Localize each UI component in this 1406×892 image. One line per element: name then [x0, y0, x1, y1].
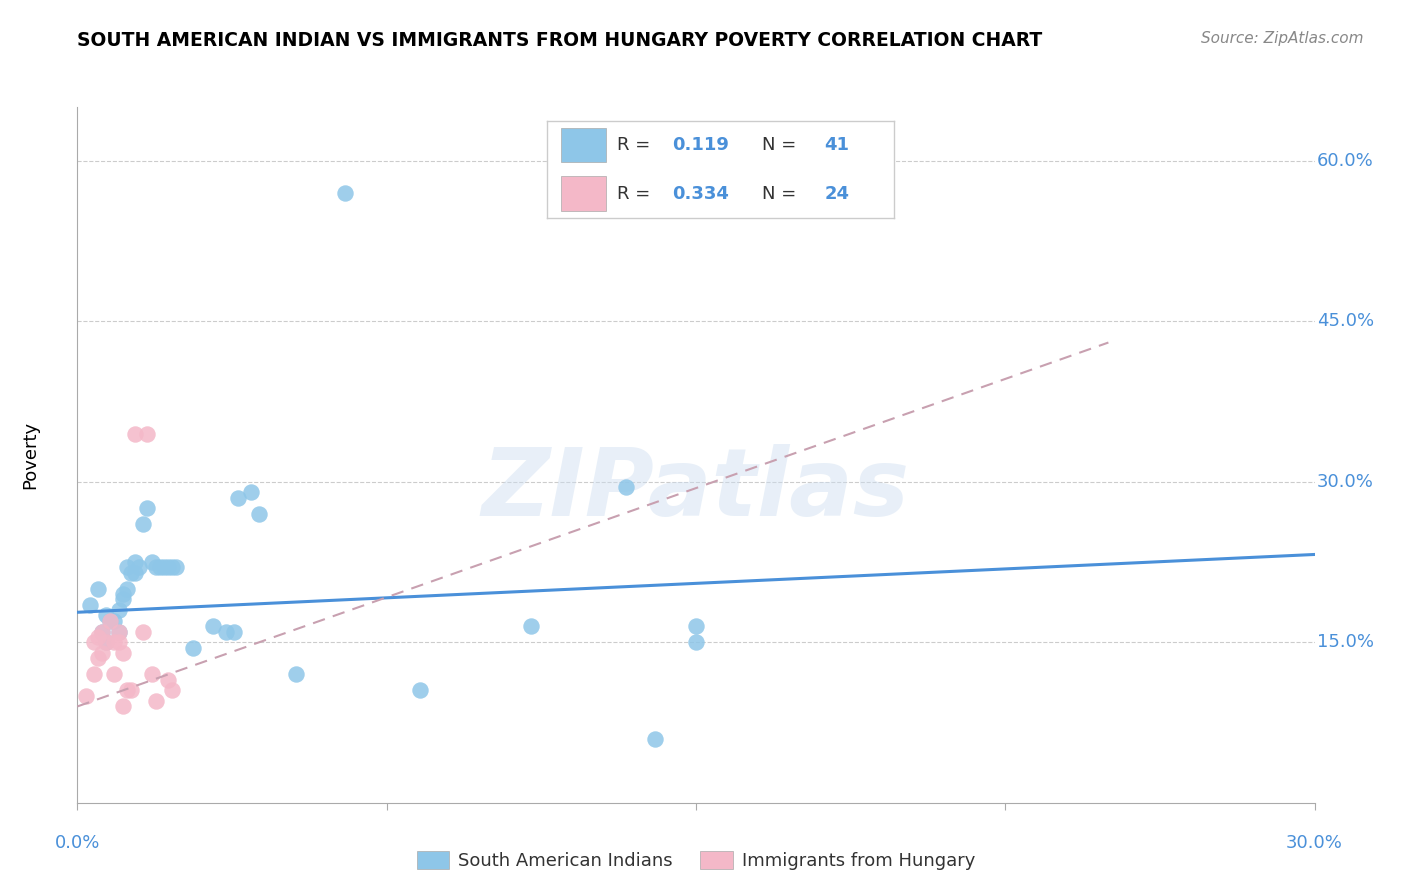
Point [239, 485, 262, 500]
Point [91, 646, 114, 660]
Point [165, 560, 187, 574]
Point [98, 614, 121, 628]
Point [87, 582, 110, 596]
Point [103, 667, 125, 681]
Point [107, 635, 129, 649]
Point [120, 683, 142, 698]
Point [111, 699, 134, 714]
Point [141, 555, 163, 569]
Point [115, 683, 138, 698]
Text: 0.0%: 0.0% [55, 834, 100, 852]
Text: N =: N = [762, 185, 803, 203]
Point [111, 587, 134, 601]
Point [335, 186, 357, 200]
Point [87, 651, 110, 665]
Text: 45.0%: 45.0% [1317, 312, 1374, 330]
Point [128, 560, 150, 574]
Point [247, 507, 270, 521]
Point [111, 646, 134, 660]
Point [107, 624, 129, 639]
Point [83, 635, 105, 649]
Text: 60.0%: 60.0% [1317, 152, 1374, 169]
Text: 24: 24 [825, 185, 849, 203]
Text: N =: N = [762, 136, 803, 154]
Legend: South American Indians, Immigrants from Hungary: South American Indians, Immigrants from … [409, 844, 983, 877]
Point [614, 480, 637, 494]
Text: 15.0%: 15.0% [1317, 633, 1374, 651]
Point [145, 694, 167, 708]
Point [157, 673, 180, 687]
Point [124, 566, 146, 580]
Point [83, 667, 105, 681]
Point [141, 667, 163, 681]
Point [215, 624, 238, 639]
Point [91, 624, 114, 639]
Text: 30.0%: 30.0% [1286, 834, 1343, 852]
Point [644, 731, 666, 746]
Point [107, 624, 129, 639]
Point [103, 635, 125, 649]
Point [96, 635, 118, 649]
Point [96, 608, 118, 623]
Point [160, 683, 183, 698]
Bar [561, 128, 606, 161]
Point [153, 560, 176, 574]
Point [520, 619, 543, 633]
Point [160, 560, 183, 574]
Point [79, 598, 101, 612]
Text: Poverty: Poverty [21, 421, 39, 489]
Point [202, 619, 225, 633]
Point [226, 491, 249, 505]
Text: 30.0%: 30.0% [1317, 473, 1374, 491]
Point [685, 635, 707, 649]
Point [107, 603, 129, 617]
Point [115, 582, 138, 596]
Point [98, 614, 121, 628]
Text: 0.334: 0.334 [672, 185, 730, 203]
Text: R =: R = [617, 185, 655, 203]
Point [132, 624, 155, 639]
Point [124, 426, 146, 441]
Text: 0.119: 0.119 [672, 136, 730, 154]
Text: 41: 41 [825, 136, 849, 154]
Point [87, 630, 110, 644]
Point [132, 517, 155, 532]
Text: SOUTH AMERICAN INDIAN VS IMMIGRANTS FROM HUNGARY POVERTY CORRELATION CHART: SOUTH AMERICAN INDIAN VS IMMIGRANTS FROM… [77, 31, 1043, 50]
Point [145, 560, 167, 574]
Point [136, 501, 159, 516]
Text: R =: R = [617, 136, 655, 154]
Point [157, 560, 180, 574]
Point [96, 635, 118, 649]
Point [103, 614, 125, 628]
Point [181, 640, 204, 655]
Point [111, 592, 134, 607]
Text: Source: ZipAtlas.com: Source: ZipAtlas.com [1201, 31, 1364, 46]
Point [91, 624, 114, 639]
Point [75, 689, 97, 703]
Text: ZIPatlas: ZIPatlas [482, 443, 910, 536]
Point [408, 683, 430, 698]
Point [284, 667, 307, 681]
Point [136, 426, 159, 441]
Point [124, 555, 146, 569]
Bar [561, 177, 606, 211]
Point [120, 566, 142, 580]
Point [685, 619, 707, 633]
Point [149, 560, 172, 574]
Point [222, 624, 245, 639]
Point [115, 560, 138, 574]
